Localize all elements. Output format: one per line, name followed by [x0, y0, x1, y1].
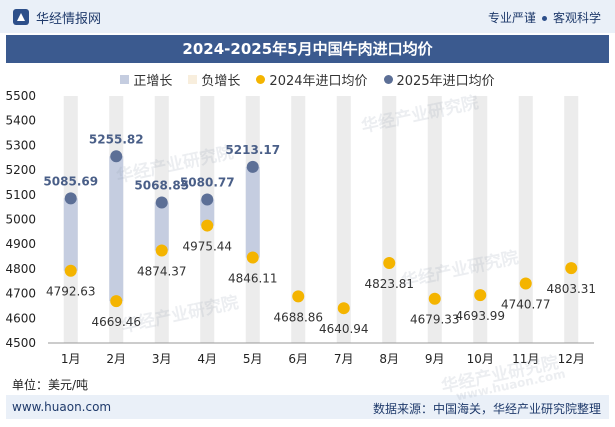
data-label-2024: 4874.37: [137, 265, 187, 279]
point-2024: [383, 257, 396, 270]
legend-swatch-increase: [120, 74, 130, 84]
point-2025: [246, 160, 259, 173]
growth-bar-increase: [154, 202, 169, 251]
point-2024: [246, 251, 259, 264]
point-2025: [155, 196, 168, 209]
y-tick-label: 5400: [5, 114, 36, 128]
background-stripe: [336, 96, 351, 343]
growth-bar-increase: [245, 166, 260, 258]
y-tick-label: 4700: [5, 287, 36, 301]
tagline: 专业严谨 客观科学: [488, 9, 601, 26]
point-2024: [519, 277, 532, 290]
x-tick-label: 12月: [558, 352, 585, 366]
point-2024: [565, 262, 578, 275]
footer-bar: www.huaon.com 数据来源：中国海关，华经产业研究院整理: [6, 395, 609, 419]
point-2024: [292, 290, 305, 303]
y-tick-label: 5200: [5, 163, 36, 177]
point-2024: [428, 292, 441, 305]
data-label-2024: 4792.63: [46, 285, 96, 299]
background-stripe: [564, 96, 579, 343]
data-label-2024: 4823.81: [364, 277, 414, 291]
growth-bar-increase: [109, 156, 124, 302]
tagline-part-a: 专业严谨: [487, 11, 536, 25]
legend-item-increase[interactable]: 正增长: [120, 70, 172, 89]
x-tick-label: 2月: [106, 352, 126, 366]
brand-name: 华经情报网: [36, 11, 102, 27]
x-tick-label: 1月: [61, 352, 81, 366]
x-tick-label: 3月: [152, 352, 172, 366]
legend-item-decrease[interactable]: 负增长: [188, 70, 240, 89]
legend-item-2025[interactable]: 2025年进口均价: [383, 70, 495, 89]
data-label-2024: 4679.33: [410, 313, 460, 327]
point-2025: [64, 192, 77, 205]
data-label-2025: 5068.85: [134, 178, 189, 192]
data-label-2025: 5255.82: [89, 132, 144, 146]
point-2025: [110, 150, 123, 163]
chart-plot: 4500 4600 4700 4800 4900 5000 5100 5200 5300 5400…: [5, 89, 596, 366]
point-2024: [64, 264, 77, 277]
x-tick-label: 9月: [425, 352, 445, 366]
legend-label: 2024年进口均价: [269, 73, 368, 89]
x-tick-label: 10月: [467, 352, 494, 366]
x-tick-label: 4月: [197, 352, 217, 366]
data-label-2024: 4640.94: [319, 322, 369, 336]
y-tick-label: 4600: [5, 311, 36, 325]
title-bar: 2024-2025年5月中国牛肉进口均价: [6, 35, 609, 63]
logo-icon: [13, 9, 29, 25]
data-label-2025: 5213.17: [225, 143, 280, 157]
data-label-2024: 4688.86: [273, 310, 323, 324]
point-2024: [110, 295, 123, 308]
point-2024: [337, 302, 350, 315]
tagline-part-b: 客观科学: [552, 11, 601, 25]
background-stripe: [427, 96, 442, 343]
unit-label: 单位：美元/吨: [12, 378, 89, 392]
y-tick-label: 5300: [5, 138, 36, 152]
legend-label: 正增长: [133, 73, 173, 89]
y-tick-label: 4500: [5, 336, 36, 350]
point-2025: [201, 193, 214, 206]
legend-item-2024[interactable]: 2024年进口均价: [256, 70, 368, 89]
separator-dot-icon: [541, 16, 547, 21]
y-tick-label: 4800: [5, 262, 36, 276]
y-tick-label: 4900: [5, 237, 36, 251]
legend-label: 2025年进口均价: [396, 73, 495, 89]
legend-label: 负增长: [201, 73, 241, 89]
legend-swatch-2025: [383, 74, 393, 84]
x-tick-label: 6月: [288, 352, 308, 366]
data-label-2024: 4975.44: [182, 240, 232, 254]
point-2024: [155, 244, 168, 257]
legend-swatch-decrease: [188, 74, 198, 84]
website-link[interactable]: www.huaon.com: [12, 400, 112, 414]
data-label-2024: 4803.31: [546, 282, 596, 296]
data-source: 数据来源：中国海关，华经产业研究院整理: [372, 402, 601, 416]
x-tick-label: 5月: [243, 352, 263, 366]
x-tick-label: 11月: [512, 352, 539, 366]
y-tick-label: 5000: [5, 213, 36, 227]
chart-title: 2024-2025年5月中国牛肉进口均价: [182, 40, 433, 58]
legend-swatch-2024: [256, 74, 266, 84]
x-tick-label: 8月: [379, 352, 399, 366]
background-stripe: [473, 96, 488, 343]
background-stripe: [382, 96, 397, 343]
brand-logo[interactable]: 华经情报网: [12, 8, 102, 27]
chart-legend: 正增长 负增长 2024年进口均价 2025年进口均价: [0, 70, 615, 89]
data-label-2024: 4693.99: [455, 309, 505, 323]
x-tick-label: 7月: [334, 352, 354, 366]
y-tick-label: 5100: [5, 188, 36, 202]
point-2024: [201, 219, 214, 232]
data-label-2025: 5080.77: [180, 176, 235, 190]
point-2024: [474, 289, 487, 302]
data-label-2024: 4740.77: [501, 298, 551, 312]
top-bar: 华经情报网 专业严谨 客观科学: [0, 0, 615, 33]
growth-bar-increase: [63, 198, 78, 271]
data-label-2024: 4669.46: [91, 315, 141, 329]
background-stripe: [291, 96, 306, 343]
data-label-2024: 4846.11: [228, 272, 278, 286]
y-tick-label: 5500: [5, 89, 36, 103]
data-label-2025: 5085.69: [43, 174, 98, 188]
growth-bar-increase: [200, 199, 215, 226]
